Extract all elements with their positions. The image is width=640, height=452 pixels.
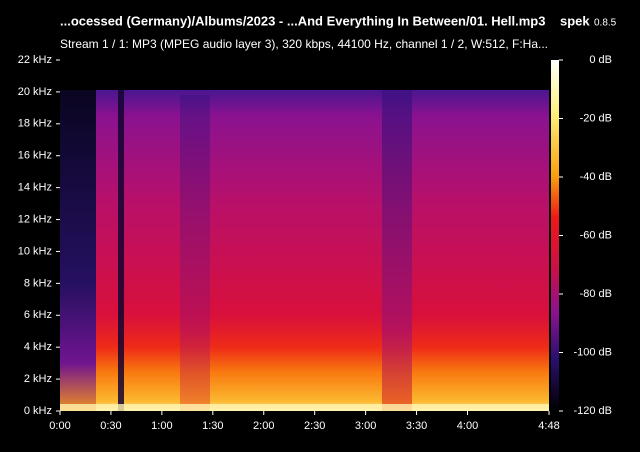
app-version: 0.8.5 <box>594 18 617 29</box>
y-tick-label: 22 kHz <box>18 54 52 66</box>
colorbar-tick-label: 0 dB <box>589 54 612 66</box>
colorbar <box>551 60 559 411</box>
subtitle: Stream 1 / 1: MP3 (MPEG audio layer 3), … <box>60 37 548 51</box>
x-tick-label: 0:30 <box>100 420 121 432</box>
y-tick-label: 8 kHz <box>24 277 52 289</box>
y-tick-label: 16 kHz <box>18 150 52 162</box>
colorbar-tick-label: -80 dB <box>580 288 612 300</box>
y-tick-label: 6 kHz <box>24 309 52 321</box>
colorbar-tick-label: -40 dB <box>580 171 612 183</box>
app-name: spek <box>560 13 590 28</box>
y-tick-label: 10 kHz <box>18 245 52 257</box>
x-tick-label: 0:00 <box>49 420 70 432</box>
y-tick-label: 18 kHz <box>18 118 52 130</box>
y-tick-label: 14 kHz <box>18 182 52 194</box>
x-tick-label: 2:30 <box>304 420 325 432</box>
colorbar-tick-label: -20 dB <box>580 112 612 124</box>
spectrogram <box>60 60 549 411</box>
y-tick-label: 12 kHz <box>18 213 52 225</box>
x-tick-label: 1:00 <box>151 420 172 432</box>
x-tick-label: 4:48 <box>538 420 559 432</box>
x-tick-label: 1:30 <box>202 420 223 432</box>
x-tick-label: 3:30 <box>406 420 427 432</box>
colorbar-tick-label: -100 dB <box>573 346 612 358</box>
y-tick-label: 0 kHz <box>24 405 52 417</box>
colorbar-tick-label: -120 dB <box>573 405 612 417</box>
y-tick-label: 20 kHz <box>18 86 52 98</box>
x-tick-label: 3:00 <box>355 420 376 432</box>
y-tick-label: 4 kHz <box>24 341 52 353</box>
x-tick-label: 4:00 <box>457 420 478 432</box>
y-tick-label: 2 kHz <box>24 373 52 385</box>
colorbar-tick-label: -60 dB <box>580 229 612 241</box>
x-tick-label: 2:00 <box>253 420 274 432</box>
title: ...ocessed (Germany)/Albums/2023 - ...An… <box>60 13 545 28</box>
